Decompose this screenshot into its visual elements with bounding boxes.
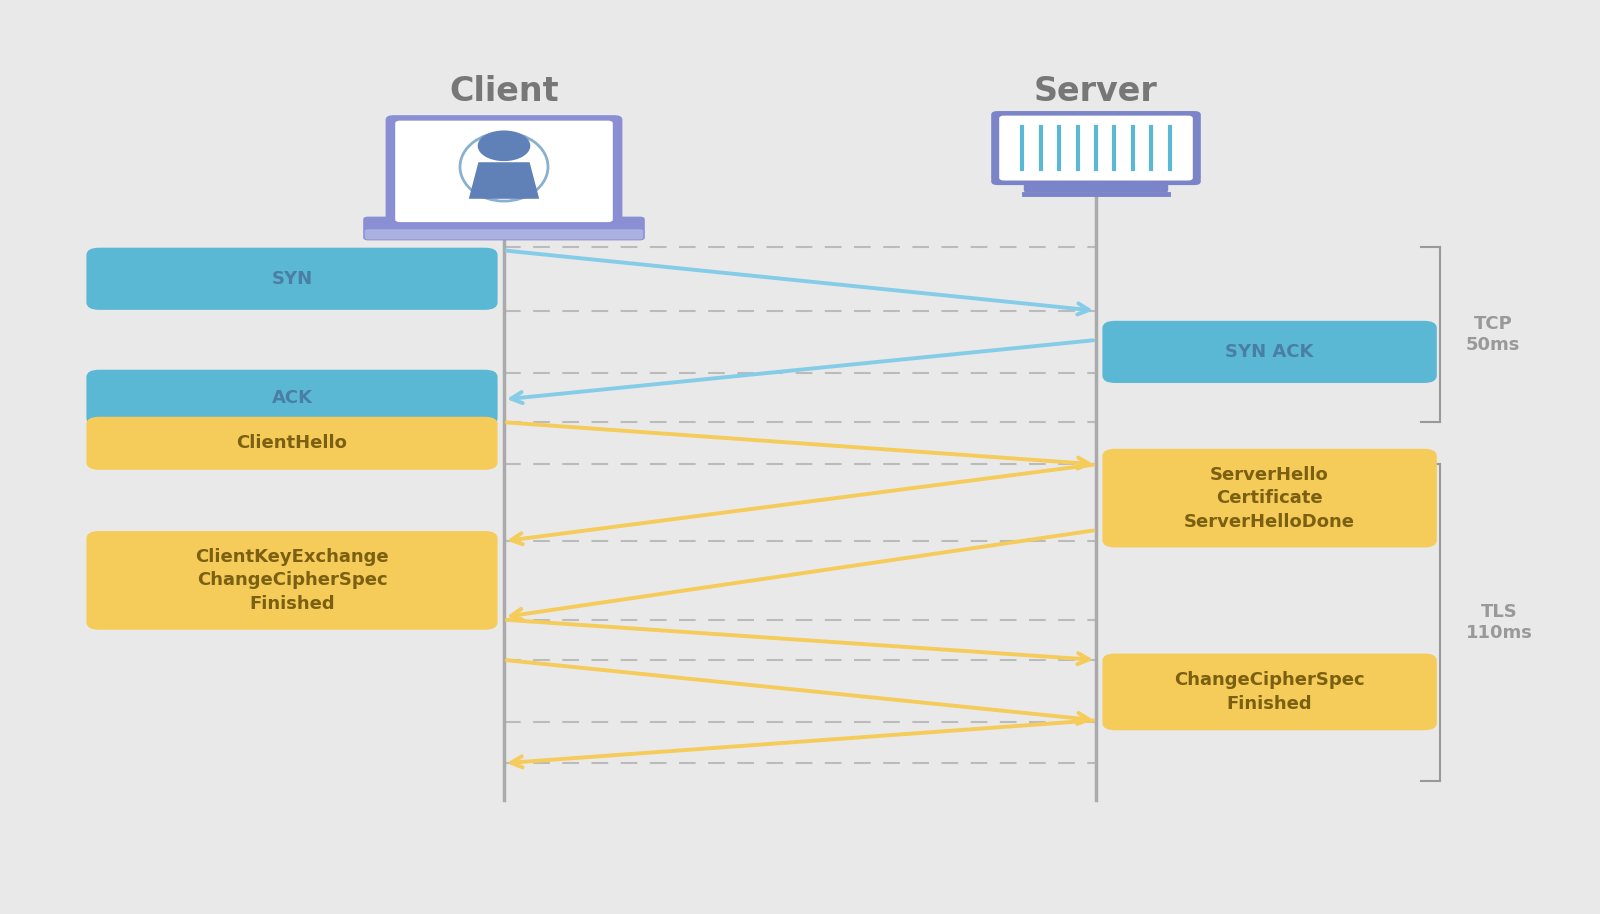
Text: ServerHello
Certificate
ServerHelloDone: ServerHello Certificate ServerHelloDone (1184, 465, 1355, 531)
FancyBboxPatch shape (992, 111, 1202, 186)
FancyBboxPatch shape (86, 370, 498, 426)
Text: ChangeCipherSpec
Finished: ChangeCipherSpec Finished (1174, 671, 1365, 713)
Text: Client: Client (450, 75, 558, 108)
Text: ClientHello: ClientHello (237, 434, 347, 452)
Text: ACK: ACK (272, 388, 312, 407)
Circle shape (478, 132, 530, 161)
Text: ClientKeyExchange
ChangeCipherSpec
Finished: ClientKeyExchange ChangeCipherSpec Finis… (195, 547, 389, 613)
Text: SYN: SYN (272, 270, 312, 288)
Text: TCP
50ms: TCP 50ms (1466, 315, 1520, 354)
Text: Server: Server (1034, 75, 1158, 108)
FancyBboxPatch shape (998, 116, 1194, 181)
Text: SYN ACK: SYN ACK (1226, 343, 1314, 361)
FancyBboxPatch shape (1102, 321, 1437, 383)
FancyBboxPatch shape (1024, 177, 1168, 193)
FancyBboxPatch shape (395, 121, 613, 222)
Text: TLS
110ms: TLS 110ms (1466, 603, 1533, 643)
Polygon shape (469, 163, 539, 199)
FancyBboxPatch shape (86, 531, 498, 630)
FancyBboxPatch shape (86, 417, 498, 470)
FancyBboxPatch shape (86, 248, 498, 310)
FancyBboxPatch shape (363, 217, 645, 240)
FancyBboxPatch shape (1102, 449, 1437, 547)
FancyBboxPatch shape (386, 115, 622, 228)
FancyBboxPatch shape (365, 229, 643, 239)
FancyBboxPatch shape (1102, 654, 1437, 730)
